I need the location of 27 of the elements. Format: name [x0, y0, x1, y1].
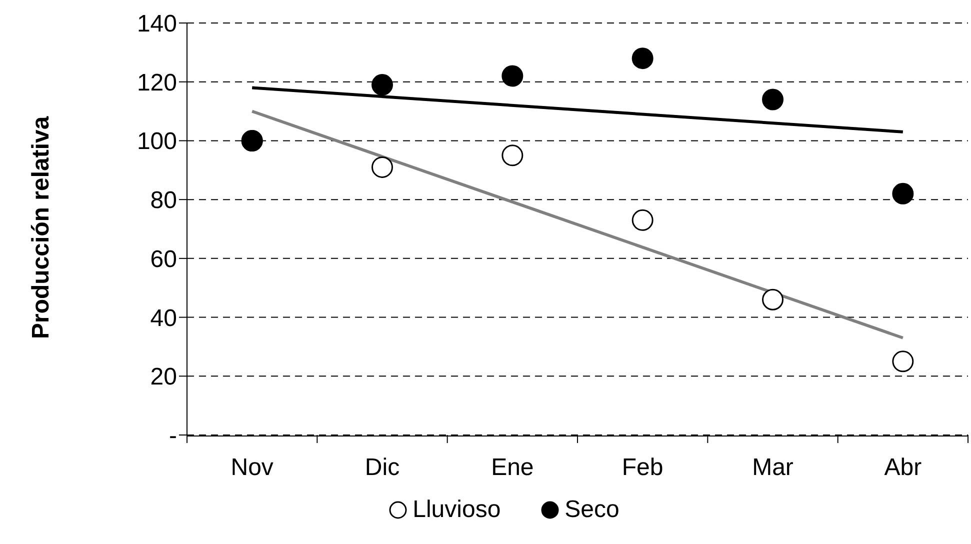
- point: [762, 88, 784, 110]
- x-tick-label: Ene: [491, 454, 534, 482]
- point: [372, 156, 393, 178]
- x-tick-label: Nov: [230, 454, 274, 482]
- point: [502, 144, 524, 166]
- legend-label: Seco: [564, 496, 620, 524]
- y-tick-label: 20: [150, 364, 177, 391]
- x-tick-label: Abr: [884, 454, 922, 482]
- y-tick-label: 40: [150, 304, 177, 332]
- x-tick-label: Dic: [364, 454, 400, 482]
- y-tick-label: 80: [150, 187, 177, 214]
- x-tick-label: Feb: [622, 454, 664, 482]
- y-axis-title: Producción relativa: [28, 116, 55, 339]
- y-tick-label: 60: [150, 246, 177, 273]
- point: [632, 209, 654, 231]
- x-tick-label: Mar: [752, 454, 794, 482]
- y-tick-label: -: [169, 422, 177, 450]
- point: [762, 288, 784, 310]
- y-tick-label: 100: [136, 128, 177, 156]
- y-tick-label: 120: [136, 69, 177, 96]
- y-tick-label: 140: [136, 10, 177, 38]
- point: [892, 182, 914, 204]
- point: [502, 65, 524, 87]
- point: [892, 350, 914, 372]
- point: [372, 74, 393, 96]
- legend-label: Lluvioso: [412, 496, 501, 524]
- point: [632, 48, 654, 70]
